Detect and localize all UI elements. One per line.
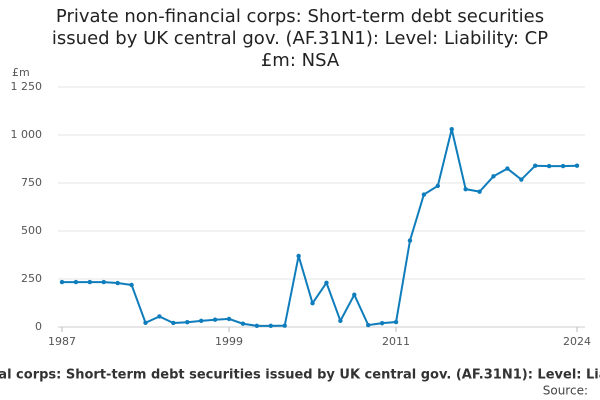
point xyxy=(59,279,65,285)
point xyxy=(185,320,190,325)
y-tick-label: 750 xyxy=(21,176,42,189)
point xyxy=(115,280,120,286)
y-tick-label: 250 xyxy=(21,272,42,285)
point xyxy=(198,318,204,324)
point xyxy=(574,163,580,168)
point xyxy=(282,323,287,328)
point xyxy=(477,189,482,194)
point xyxy=(87,279,93,285)
point xyxy=(324,280,329,286)
point xyxy=(560,163,566,169)
caption: Private non-financial corps: Short-term … xyxy=(0,368,600,383)
y-unit-label: £m xyxy=(12,66,30,79)
point xyxy=(101,279,106,285)
point xyxy=(519,177,524,182)
point xyxy=(226,316,232,322)
point xyxy=(491,174,496,179)
point xyxy=(338,318,343,324)
source: Source: xyxy=(543,384,588,398)
point xyxy=(435,183,441,189)
y-tick-label: 0 xyxy=(35,320,42,333)
point xyxy=(379,320,385,326)
point xyxy=(310,300,315,306)
point xyxy=(254,323,260,329)
point xyxy=(143,320,148,325)
point xyxy=(533,163,538,168)
y-tick-label: 1 000 xyxy=(11,128,43,141)
point xyxy=(212,317,218,322)
line xyxy=(62,129,578,327)
point xyxy=(546,163,552,169)
point xyxy=(449,127,454,132)
point xyxy=(296,253,301,259)
point xyxy=(393,319,399,325)
y-tick-label: 1 250 xyxy=(11,80,43,93)
x-tick-label: 1987 xyxy=(48,335,76,348)
y-tick-label: 500 xyxy=(21,224,42,237)
x-tick-label: 1999 xyxy=(215,335,243,348)
point xyxy=(366,322,371,328)
point xyxy=(171,320,176,326)
x-tick-label: 2011 xyxy=(382,335,410,348)
chart-title: Private non-financial corps: Short-term … xyxy=(51,6,549,71)
point xyxy=(407,238,413,243)
point xyxy=(352,292,357,297)
point xyxy=(463,186,468,192)
point xyxy=(157,314,162,319)
point xyxy=(73,279,79,285)
point xyxy=(421,192,427,197)
point xyxy=(240,321,246,326)
point xyxy=(505,166,510,171)
point xyxy=(268,323,273,329)
point xyxy=(129,282,134,288)
x-tick-label: 2024 xyxy=(563,335,591,348)
